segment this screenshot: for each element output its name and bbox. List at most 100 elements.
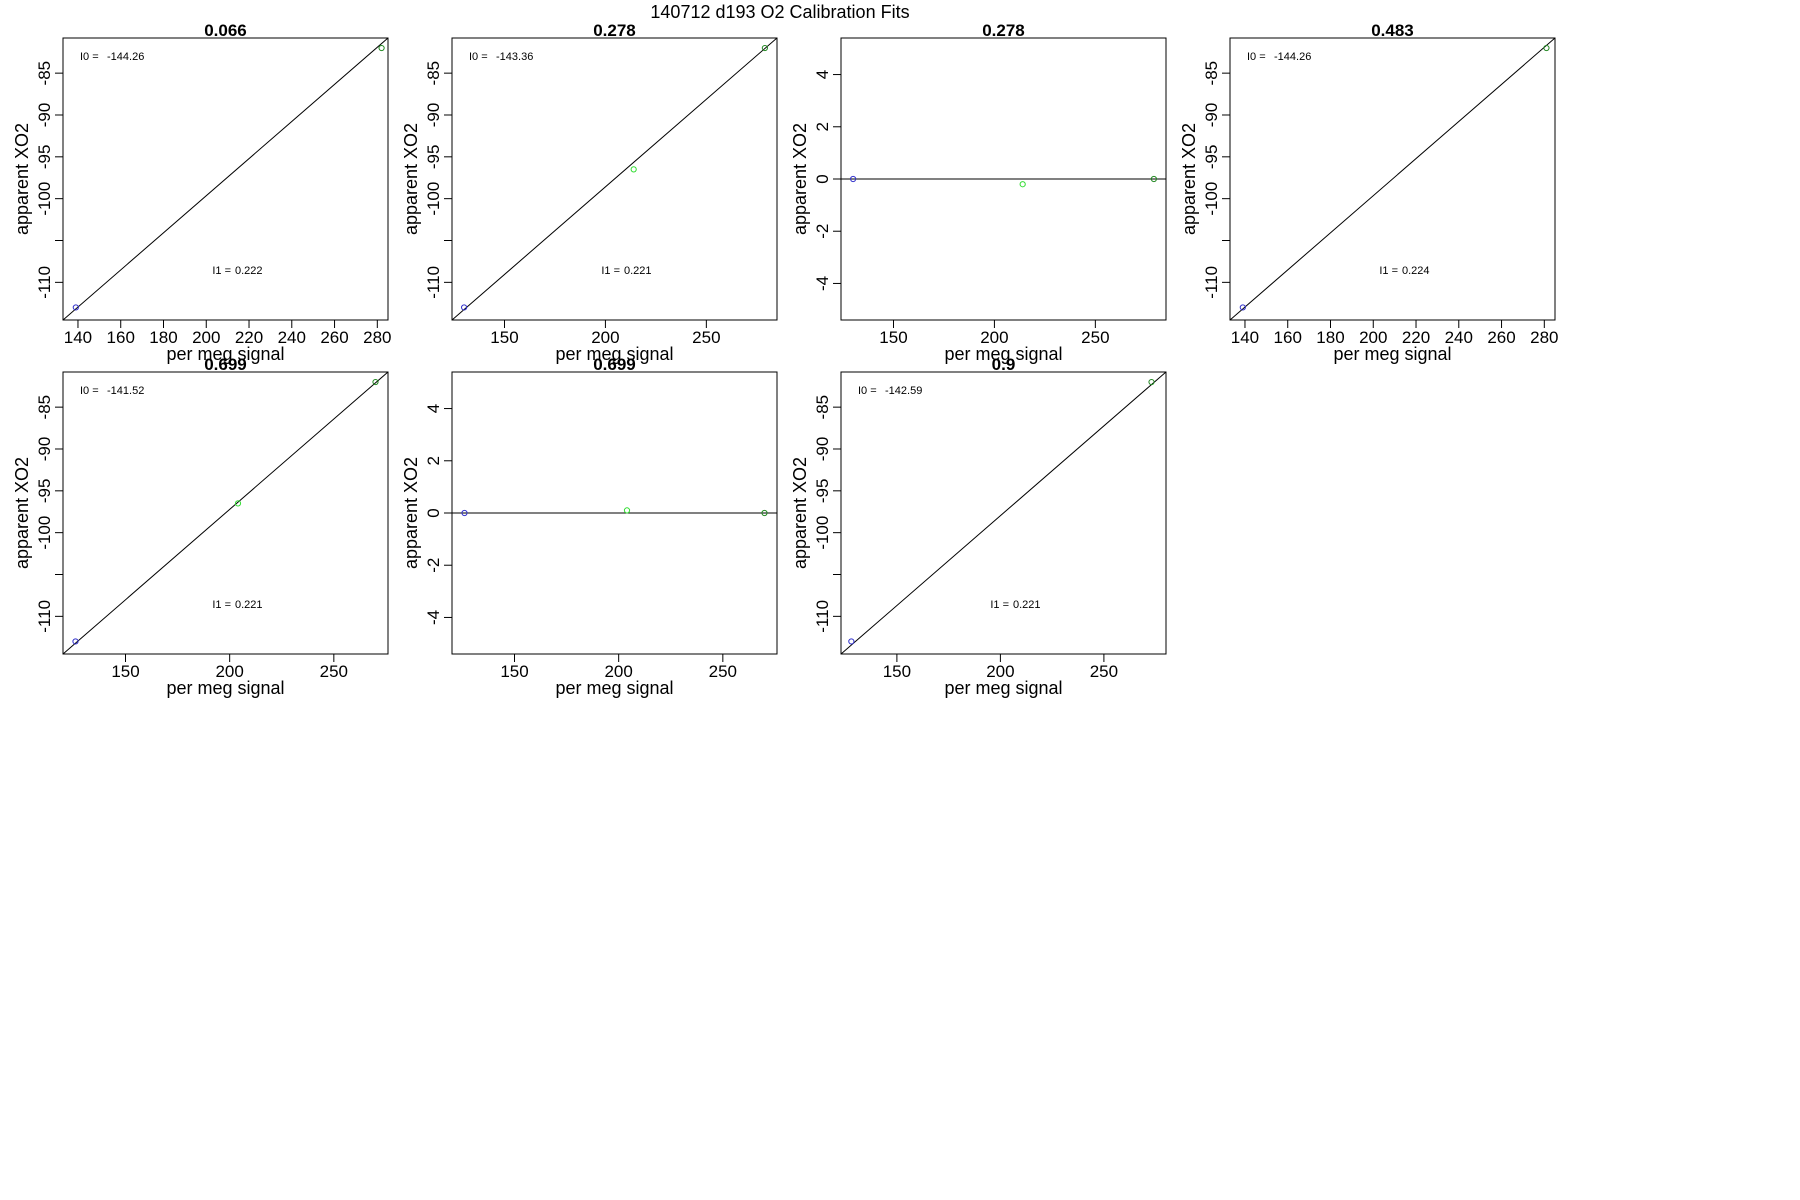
x-tick-label: 150 — [490, 328, 518, 347]
plot-frame — [840, 371, 1167, 655]
i0-value: -143.36 — [496, 51, 533, 63]
calibration-panel: 0.066 140 160 180 200 220 240 260 280 -110 -100 -95… — [12, 21, 391, 364]
i1-label: I1 = — [1379, 265, 1398, 277]
i0-label: I0 = — [1247, 51, 1266, 63]
i1-value: 0.222 — [235, 265, 263, 277]
x-tick-label: 200 — [215, 662, 243, 681]
x-tick-label: 150 — [500, 662, 528, 681]
i0-label: I0 = — [469, 51, 488, 63]
x-tick-label: 240 — [278, 328, 306, 347]
y-tick-label: -100 — [35, 182, 54, 216]
y-tick-label: -85 — [1202, 61, 1221, 86]
x-tick-label: 250 — [709, 662, 737, 681]
x-tick-label: 220 — [1402, 328, 1430, 347]
y-tick-label: 2 — [813, 122, 832, 131]
i0-label: I0 = — [80, 385, 99, 397]
i0-value: -142.59 — [885, 385, 922, 397]
x-tick-label: 180 — [149, 328, 177, 347]
x-tick-label: 140 — [1231, 328, 1259, 347]
x-tick-label: 200 — [980, 328, 1008, 347]
x-tick-label: 200 — [192, 328, 220, 347]
y-tick-label: -2 — [813, 224, 832, 239]
x-tick-label: 280 — [363, 328, 391, 347]
data-point — [1150, 175, 1157, 183]
fit-line — [452, 38, 777, 320]
data-point — [1019, 181, 1026, 188]
i0-value: -141.52 — [107, 385, 144, 397]
panel-title: 0.066 — [204, 21, 247, 40]
figure-title: 140712 d193 O2 Calibration Fits — [650, 2, 909, 22]
x-axis-label: per meg signal — [1333, 344, 1451, 364]
i1-value: 0.221 — [624, 265, 652, 277]
plot-frame — [62, 37, 389, 321]
i1-label: I1 = — [990, 599, 1009, 611]
y-tick-label: -100 — [813, 516, 832, 550]
x-tick-label: 250 — [692, 328, 720, 347]
calibration-panel: 0.699 150 200 250 -4 -2 0 2 4 per meg signal appar… — [401, 355, 778, 698]
y-tick-label: -4 — [813, 276, 832, 291]
y-tick-label: -95 — [35, 479, 54, 504]
y-tick-label: -85 — [424, 61, 443, 86]
x-tick-label: 250 — [1081, 328, 1109, 347]
i1-label: I1 = — [212, 265, 231, 277]
data-point — [630, 166, 637, 173]
y-tick-label: -85 — [35, 61, 54, 86]
panel-title: 0.483 — [1371, 21, 1414, 40]
panel-title: 0.699 — [593, 355, 636, 374]
y-tick-label: -95 — [424, 145, 443, 170]
y-axis-label: apparent XO2 — [401, 457, 421, 569]
i0-value: -144.26 — [107, 51, 144, 63]
i1-value: 0.221 — [1013, 599, 1041, 611]
calibration-panel: 0.278 150 200 250 -110 -100 -95 -90 -85 per meg s… — [401, 21, 778, 364]
panel-title: 0.9 — [992, 355, 1016, 374]
y-tick-label: -110 — [35, 266, 54, 299]
x-axis-label: per meg signal — [944, 678, 1062, 698]
x-tick-label: 160 — [107, 328, 135, 347]
y-tick-label: -4 — [424, 610, 443, 625]
fit-line — [63, 38, 388, 320]
y-tick-label: -95 — [1202, 145, 1221, 170]
y-axis-label: apparent XO2 — [401, 123, 421, 235]
y-tick-label: 0 — [424, 508, 443, 517]
x-tick-label: 260 — [1487, 328, 1515, 347]
y-tick-label: -90 — [424, 103, 443, 128]
y-tick-label: 0 — [813, 174, 832, 183]
y-tick-label: -100 — [1202, 182, 1221, 216]
x-tick-label: 140 — [64, 328, 92, 347]
data-point — [1148, 378, 1155, 386]
data-point — [234, 500, 242, 507]
calibration-panel: 0.9 150 200 250 -110 -100 -95 -90 -85 per meg sig… — [790, 355, 1167, 698]
x-tick-label: 160 — [1274, 328, 1302, 347]
x-tick-label: 150 — [879, 328, 907, 347]
plot-frame — [1229, 37, 1556, 321]
x-tick-label: 250 — [320, 662, 348, 681]
y-tick-label: -100 — [424, 182, 443, 216]
y-tick-label: -90 — [35, 103, 54, 128]
x-tick-label: 200 — [591, 328, 619, 347]
y-tick-label: -2 — [424, 558, 443, 573]
data-point — [378, 44, 385, 52]
i0-value: -144.26 — [1274, 51, 1311, 63]
y-tick-label: -95 — [813, 479, 832, 504]
x-tick-label: 200 — [604, 662, 632, 681]
y-tick-label: -90 — [1202, 103, 1221, 128]
y-tick-label: -100 — [35, 516, 54, 550]
i0-label: I0 = — [858, 385, 877, 397]
y-axis-label: apparent XO2 — [12, 457, 32, 569]
data-point — [1239, 304, 1246, 311]
fit-line — [1230, 38, 1555, 320]
y-tick-label: -90 — [813, 437, 832, 462]
x-axis-label: per meg signal — [944, 344, 1062, 364]
y-tick-label: 2 — [424, 456, 443, 465]
y-tick-label: -110 — [1202, 266, 1221, 299]
y-axis-label: apparent XO2 — [790, 457, 810, 569]
x-tick-label: 260 — [320, 328, 348, 347]
panel-title: 0.699 — [204, 355, 247, 374]
y-tick-label: -95 — [35, 145, 54, 170]
data-point — [848, 638, 855, 645]
x-axis-label: per meg signal — [555, 678, 673, 698]
data-point — [761, 44, 768, 52]
data-point — [72, 638, 79, 645]
